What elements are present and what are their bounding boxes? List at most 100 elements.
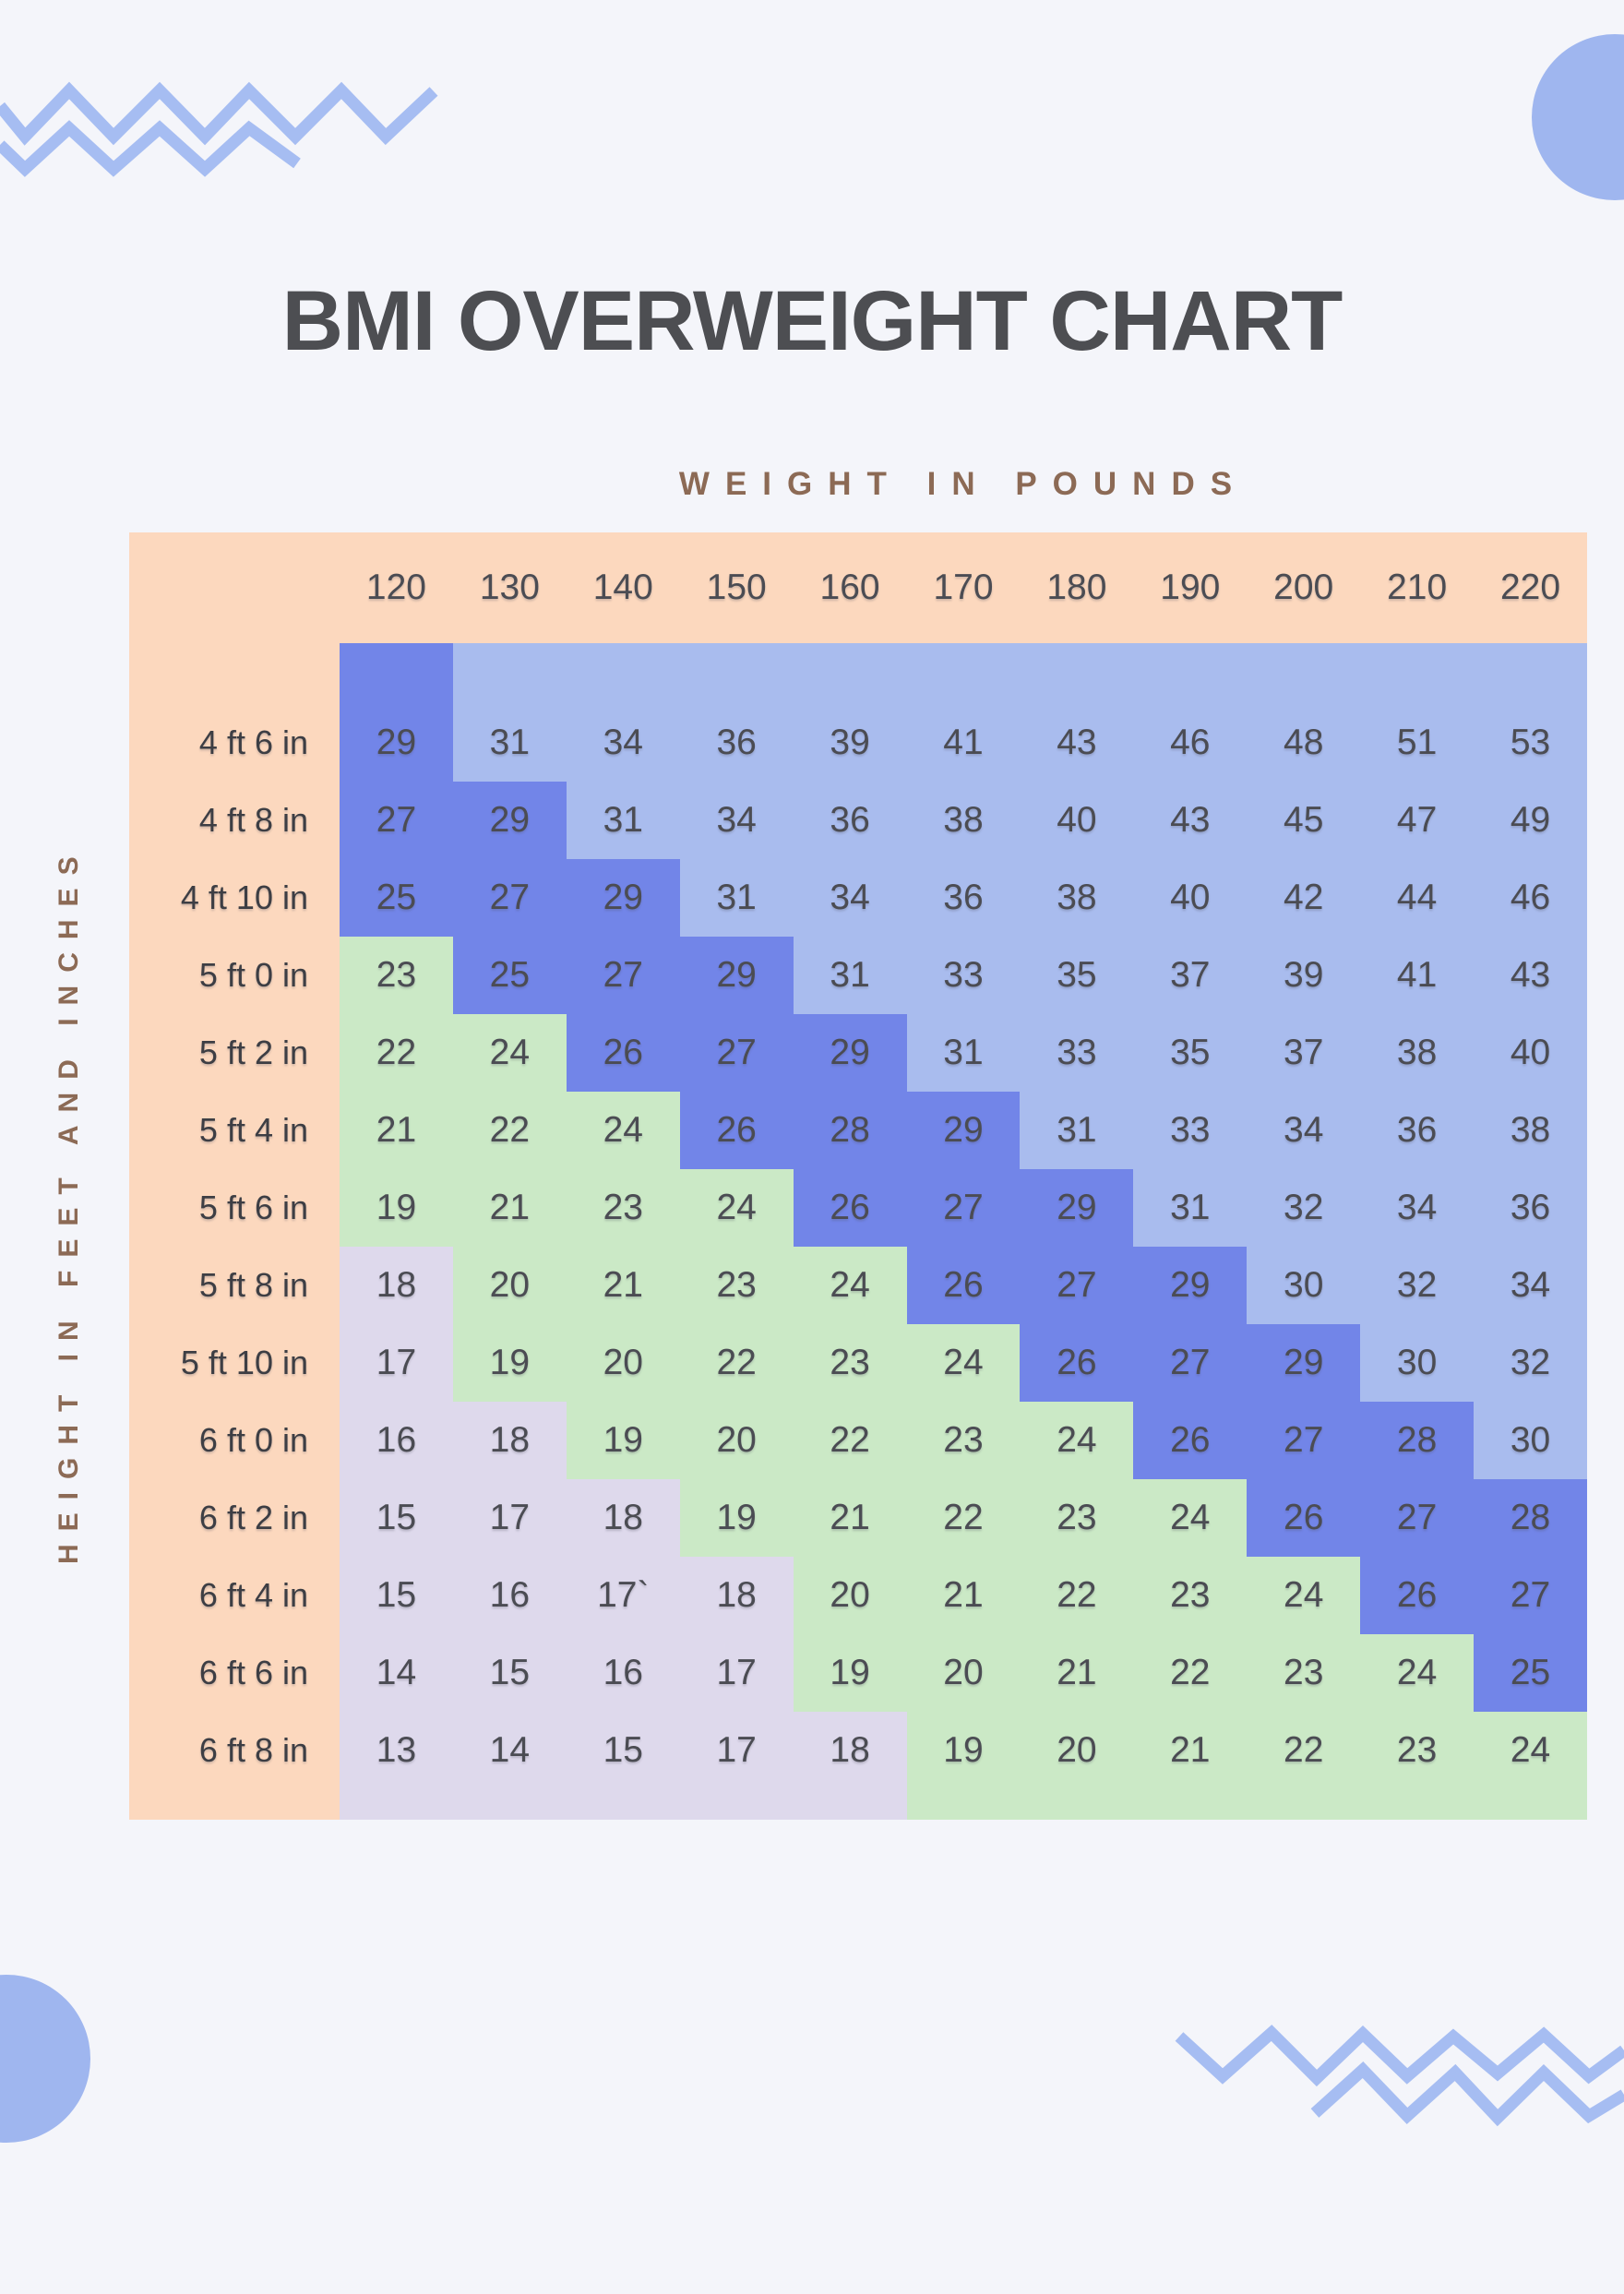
bmi-cell: 20 xyxy=(679,1402,794,1479)
bmi-cell: 24 xyxy=(1247,1557,1361,1634)
bmi-cell: 40 xyxy=(1133,859,1248,937)
bmi-cell: 37 xyxy=(1247,1014,1361,1092)
bmi-cell: 35 xyxy=(1133,1014,1248,1092)
bmi-cell: 23 xyxy=(1133,1557,1248,1634)
bmi-cell: 21 xyxy=(1133,1712,1248,1789)
bmi-cell: 31 xyxy=(906,1014,1021,1092)
bmi-cell: 15 xyxy=(452,1634,567,1712)
bmi-cell: 20 xyxy=(566,1324,680,1402)
bmi-cell: 31 xyxy=(566,782,680,859)
bmi-cell: 17 xyxy=(679,1712,794,1789)
row-label: 6 ft 4 in xyxy=(129,1557,340,1634)
bmi-cell: 27 xyxy=(1474,1557,1587,1634)
spacer-cell xyxy=(566,1789,680,1820)
bmi-cell: 19 xyxy=(906,1712,1021,1789)
bmi-cell: 19 xyxy=(679,1479,794,1557)
bmi-cell: 43 xyxy=(1474,937,1587,1014)
bmi-cell: 40 xyxy=(1020,782,1134,859)
spacer-cell xyxy=(793,1789,907,1820)
spacer-cell xyxy=(1133,643,1248,704)
circle-decoration-top-right xyxy=(1532,34,1624,200)
bmi-cell: 27 xyxy=(1360,1479,1475,1557)
bmi-cell: 35 xyxy=(1020,937,1134,1014)
bmi-cell: 14 xyxy=(340,1634,453,1712)
spacer-cell xyxy=(1020,1789,1134,1820)
bmi-cell: 24 xyxy=(566,1092,680,1169)
weight-header: 210 xyxy=(1360,532,1475,643)
bmi-cell: 44 xyxy=(1360,859,1475,937)
bmi-cell: 15 xyxy=(566,1712,680,1789)
bmi-cell: 18 xyxy=(566,1479,680,1557)
bmi-cell: 34 xyxy=(679,782,794,859)
bmi-cell: 34 xyxy=(793,859,907,937)
bmi-cell: 51 xyxy=(1360,704,1475,782)
bmi-cell: 19 xyxy=(340,1169,453,1247)
row-label: 6 ft 8 in xyxy=(129,1712,340,1789)
spacer-cell xyxy=(1020,643,1134,704)
bmi-cell: 16 xyxy=(452,1557,567,1634)
bmi-cell: 24 xyxy=(906,1324,1021,1402)
bmi-cell: 13 xyxy=(340,1712,453,1789)
bmi-cell: 23 xyxy=(1020,1479,1134,1557)
bmi-cell: 26 xyxy=(1020,1324,1134,1402)
bmi-cell: 23 xyxy=(566,1169,680,1247)
bmi-cell: 32 xyxy=(1247,1169,1361,1247)
bmi-cell: 31 xyxy=(793,937,907,1014)
bmi-cell: 27 xyxy=(906,1169,1021,1247)
weight-header: 140 xyxy=(566,532,680,643)
bmi-cell: 36 xyxy=(1474,1169,1587,1247)
spacer-cell xyxy=(1247,643,1361,704)
bmi-cell: 21 xyxy=(566,1247,680,1324)
bmi-cell: 17` xyxy=(566,1557,680,1634)
bmi-cell: 22 xyxy=(679,1324,794,1402)
height-axis-label: HEIGHT IN FEET AND INCHES xyxy=(54,843,84,1565)
bmi-cell: 22 xyxy=(906,1479,1021,1557)
spacer-cell xyxy=(906,1789,1021,1820)
bmi-cell: 27 xyxy=(566,937,680,1014)
bmi-cell: 41 xyxy=(906,704,1021,782)
bmi-cell: 31 xyxy=(1133,1169,1248,1247)
bmi-cell: 25 xyxy=(452,937,567,1014)
bmi-cell: 24 xyxy=(1133,1479,1248,1557)
bmi-cell: 15 xyxy=(340,1479,453,1557)
bmi-cell: 45 xyxy=(1247,782,1361,859)
bmi-cell: 26 xyxy=(1247,1479,1361,1557)
spacer-cell xyxy=(793,643,907,704)
bmi-cell: 25 xyxy=(340,859,453,937)
bmi-cell: 40 xyxy=(1474,1014,1587,1092)
row-label: 4 ft 8 in xyxy=(129,782,340,859)
bmi-cell: 21 xyxy=(340,1092,453,1169)
bmi-cell: 30 xyxy=(1360,1324,1475,1402)
bmi-cell: 36 xyxy=(1360,1092,1475,1169)
weight-header: 150 xyxy=(679,532,794,643)
bmi-cell: 17 xyxy=(679,1634,794,1712)
bmi-cell: 20 xyxy=(793,1557,907,1634)
spacer-cell xyxy=(566,643,680,704)
bmi-cell: 27 xyxy=(679,1014,794,1092)
bmi-cell: 20 xyxy=(1020,1712,1134,1789)
bmi-cell: 27 xyxy=(1133,1324,1248,1402)
spacer-cell xyxy=(906,643,1021,704)
bmi-cell: 21 xyxy=(452,1169,567,1247)
bmi-cell: 29 xyxy=(1133,1247,1248,1324)
bmi-cell: 21 xyxy=(1020,1634,1134,1712)
weight-header: 160 xyxy=(793,532,907,643)
bmi-cell: 27 xyxy=(1247,1402,1361,1479)
bmi-cell: 29 xyxy=(340,704,453,782)
bmi-cell: 47 xyxy=(1360,782,1475,859)
row-label: 5 ft 4 in xyxy=(129,1092,340,1169)
row-label: 5 ft 2 in xyxy=(129,1014,340,1092)
bmi-cell: 38 xyxy=(1020,859,1134,937)
bmi-cell: 29 xyxy=(906,1092,1021,1169)
row-label: 4 ft 6 in xyxy=(129,704,340,782)
spacer-cell xyxy=(679,643,794,704)
zigzag-line-icon xyxy=(1310,2061,1624,2127)
zigzag-line-icon xyxy=(0,120,301,177)
bmi-cell: 49 xyxy=(1474,782,1587,859)
bmi-cell: 18 xyxy=(793,1712,907,1789)
bmi-cell: 36 xyxy=(679,704,794,782)
zigzag-decoration-top-left xyxy=(0,81,438,177)
bmi-cell: 36 xyxy=(793,782,907,859)
weight-axis-label: WEIGHT IN POUNDS xyxy=(678,466,1248,502)
bmi-cell: 19 xyxy=(452,1324,567,1402)
